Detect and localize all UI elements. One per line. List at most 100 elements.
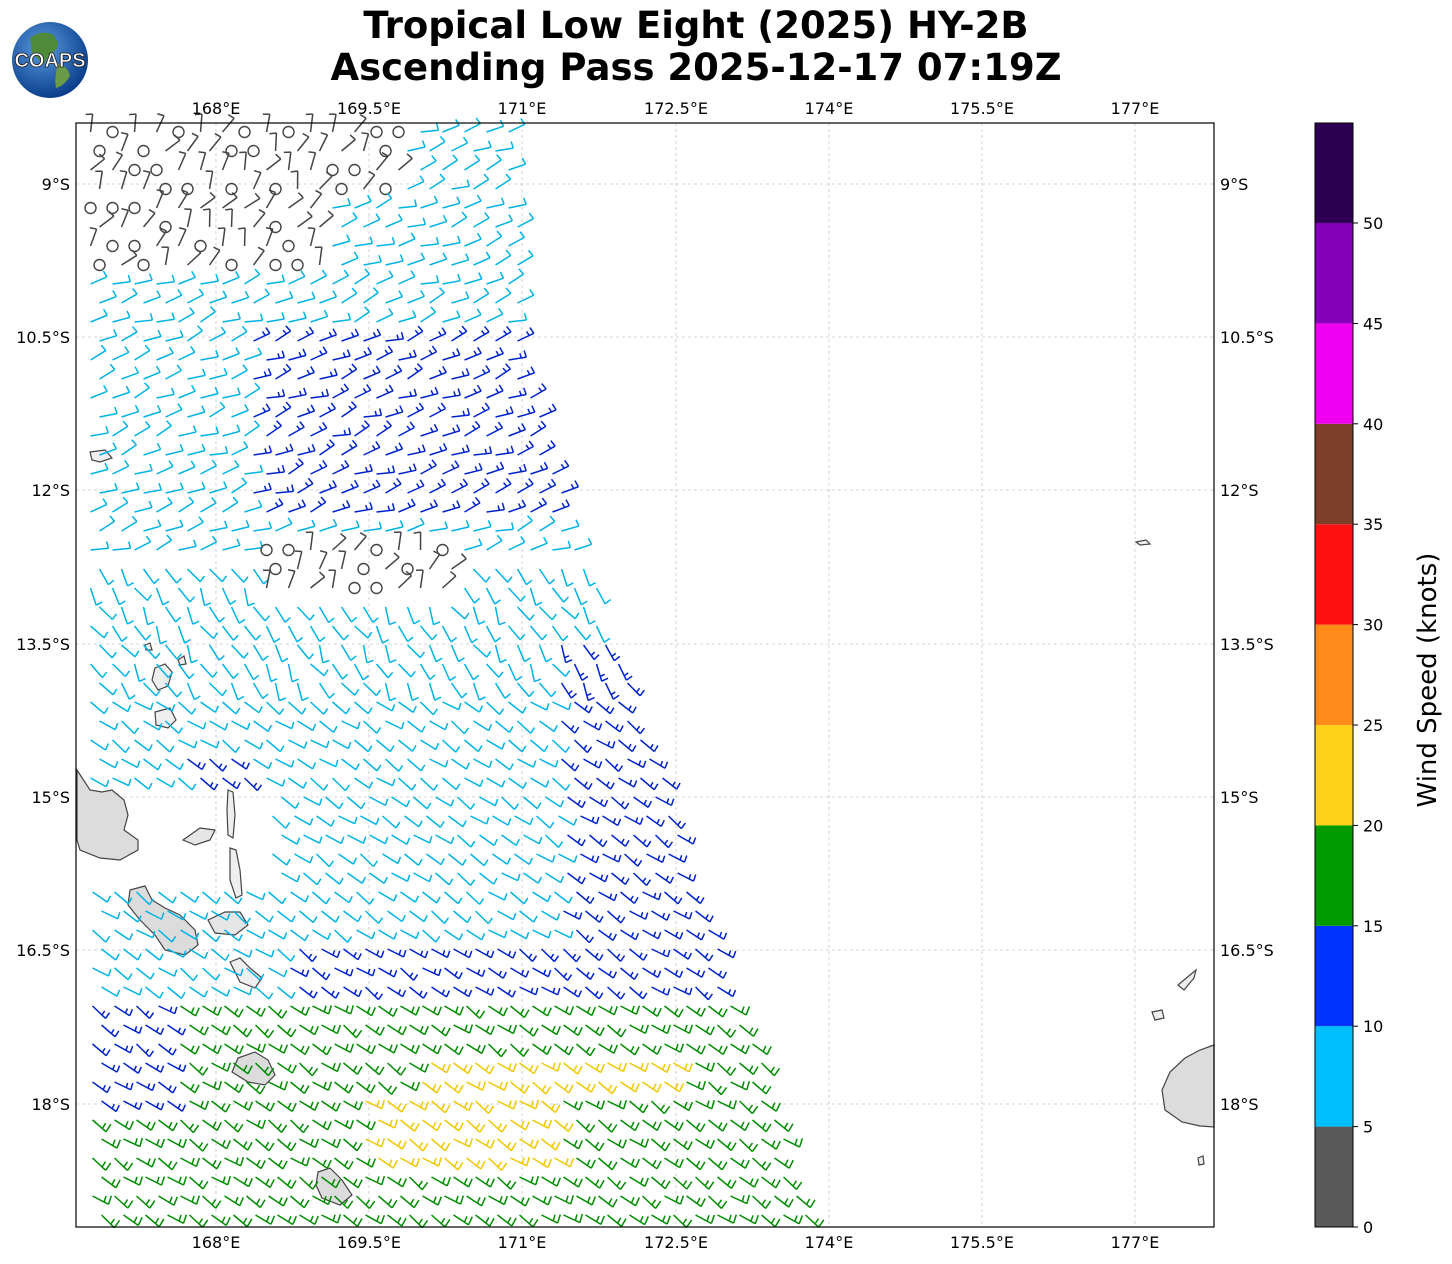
wind-barb-calm	[269, 562, 282, 576]
wind-barb	[642, 1081, 662, 1093]
wind-barb	[464, 194, 482, 209]
wind-barb	[598, 891, 618, 902]
wind-barb	[90, 308, 108, 323]
wind-barb	[429, 173, 446, 190]
wind-barb	[156, 701, 176, 712]
wind-barb	[642, 1157, 662, 1170]
wind-barb-calm	[282, 125, 295, 139]
wind-barb	[277, 1176, 297, 1189]
wind-barb	[99, 210, 115, 228]
wind-barb	[642, 891, 662, 901]
title-line-1: Tropical Low Eight (2025) HY-2B	[363, 4, 1029, 47]
wind-barb	[589, 872, 609, 883]
wind-barb	[156, 460, 174, 475]
wind-barb	[334, 1119, 355, 1130]
wind-barb	[354, 268, 371, 285]
wind-barb	[473, 758, 493, 769]
wind-barb	[121, 644, 140, 658]
wind-barb	[530, 461, 549, 475]
wind-barb	[668, 815, 687, 830]
wind-barb	[686, 929, 706, 941]
wind-barb	[576, 891, 595, 905]
wind-barb	[629, 948, 648, 961]
wind-barb	[545, 834, 564, 848]
wind-barb	[321, 948, 341, 959]
wind-barb	[233, 1062, 253, 1075]
wind-barb	[199, 587, 212, 607]
wind-barb	[448, 853, 467, 866]
wind-barb	[607, 1176, 627, 1191]
wind-barb	[574, 777, 593, 790]
wind-barb	[334, 1005, 355, 1015]
wind-barb	[422, 1157, 443, 1167]
wind-barb	[297, 366, 315, 380]
wind-barb	[343, 1138, 363, 1152]
colorbar: 0 5 10 15 20 25 30 35 40 45 50	[1314, 122, 1383, 1237]
wind-barb	[312, 891, 331, 905]
wind-barb	[761, 1176, 781, 1189]
wind-barb	[607, 986, 626, 1000]
wind-barb	[275, 325, 292, 342]
wind-barb	[429, 521, 449, 532]
wind-barb	[222, 777, 241, 790]
wind-barb	[585, 1062, 606, 1074]
wind-barb	[353, 663, 370, 681]
wind-barb	[517, 758, 537, 768]
wind-barb	[739, 1176, 759, 1188]
wind-barb	[145, 986, 164, 999]
wind-barb	[387, 986, 407, 998]
wind-barb	[275, 443, 294, 456]
wind-barb	[101, 910, 121, 920]
colorbar-tick-label: 15	[1363, 917, 1383, 936]
wind-barb	[508, 197, 527, 209]
wind-barb	[321, 1138, 342, 1149]
wind-barb	[397, 625, 414, 643]
wind-barb	[354, 463, 373, 475]
wind-barb	[123, 1176, 144, 1186]
wind-barb	[341, 720, 361, 730]
wind-barb	[180, 967, 199, 982]
wind-barb	[394, 531, 402, 551]
wind-barb	[497, 986, 517, 998]
wind-barb	[573, 587, 588, 606]
wind-barb	[224, 1081, 244, 1094]
wind-barb	[363, 720, 382, 734]
wind-barb	[187, 288, 205, 304]
wind-barb	[575, 929, 595, 944]
wind-barb	[268, 891, 287, 905]
wind-barb	[268, 1043, 289, 1054]
wind-barb	[277, 948, 296, 962]
wind-barb	[585, 1176, 605, 1189]
wind-barb	[407, 175, 425, 190]
wind-barb	[739, 1062, 759, 1075]
wind-barb	[189, 1138, 209, 1152]
wind-barb	[435, 834, 455, 845]
wind-barb	[114, 891, 133, 905]
wind-barb	[444, 1119, 464, 1132]
wind-barb	[651, 986, 671, 996]
wind-barb	[486, 197, 505, 209]
wind-barb	[517, 720, 536, 734]
wind-barb	[466, 1081, 487, 1091]
lat-label-right: 12°S	[1220, 481, 1259, 500]
wind-barb	[297, 404, 316, 418]
wind-barb	[288, 739, 308, 749]
wind-barb	[651, 948, 671, 958]
wind-barb	[598, 929, 617, 942]
wind-barb	[334, 929, 353, 943]
wind-barb	[298, 1062, 319, 1077]
wind-barb	[365, 910, 384, 924]
wind-barb	[363, 408, 383, 418]
wind-barb	[288, 387, 307, 399]
wind-barb	[318, 132, 329, 152]
wind-barb	[332, 739, 352, 750]
wind-barb	[202, 1005, 223, 1016]
wind-barb	[334, 891, 353, 904]
wind-barb	[695, 1024, 715, 1036]
wind-barb	[200, 459, 218, 475]
wind-barb	[375, 151, 389, 171]
wind-barb-calm	[379, 144, 392, 158]
wind-barb	[299, 1214, 320, 1225]
wind-barb	[338, 853, 358, 865]
coaps-logo: COAPS	[10, 20, 90, 100]
